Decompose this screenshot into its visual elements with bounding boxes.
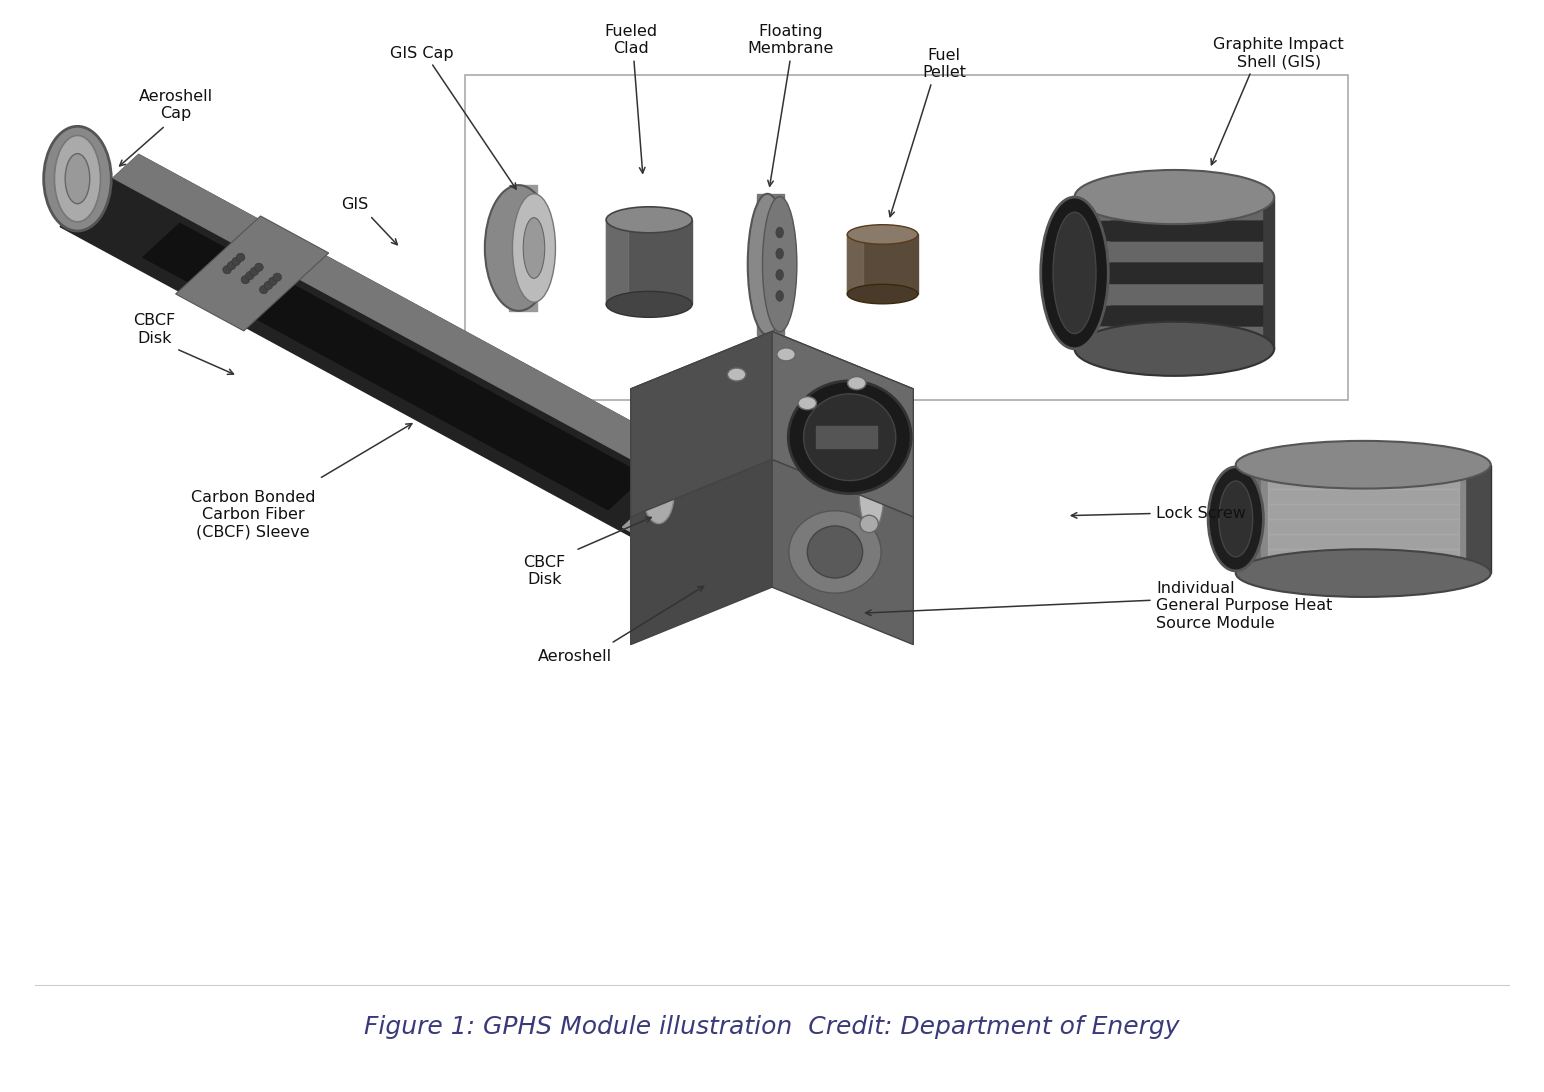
- Ellipse shape: [273, 273, 281, 282]
- Ellipse shape: [789, 381, 911, 494]
- Ellipse shape: [1218, 480, 1252, 557]
- Bar: [1087, 306, 1261, 325]
- Ellipse shape: [245, 272, 255, 280]
- Ellipse shape: [43, 127, 111, 232]
- Bar: [1087, 284, 1261, 304]
- Bar: [1087, 327, 1261, 346]
- Ellipse shape: [54, 135, 100, 222]
- Text: CBCF
Disk: CBCF Disk: [133, 313, 176, 345]
- Ellipse shape: [635, 452, 682, 536]
- Polygon shape: [815, 426, 877, 448]
- Bar: [510, 186, 537, 311]
- Bar: [1235, 465, 1285, 573]
- Ellipse shape: [222, 265, 232, 274]
- Text: Figure 1: GPHS Module illustration  Credit: Department of Energy: Figure 1: GPHS Module illustration Credi…: [364, 1016, 1180, 1040]
- Bar: [1268, 519, 1459, 534]
- Ellipse shape: [255, 263, 262, 272]
- Ellipse shape: [1053, 212, 1096, 333]
- Ellipse shape: [848, 284, 917, 304]
- Ellipse shape: [851, 438, 892, 550]
- Text: GIS Cap: GIS Cap: [391, 46, 454, 60]
- Ellipse shape: [236, 253, 245, 261]
- Bar: [607, 219, 628, 305]
- Ellipse shape: [607, 206, 692, 233]
- Ellipse shape: [803, 394, 896, 480]
- Ellipse shape: [250, 268, 259, 275]
- Bar: [757, 193, 784, 334]
- Text: Aeroshell
Cap: Aeroshell Cap: [139, 88, 213, 121]
- Polygon shape: [630, 332, 914, 447]
- Ellipse shape: [858, 458, 883, 531]
- Bar: [1268, 488, 1459, 503]
- Text: Fuel
Pellet: Fuel Pellet: [922, 48, 967, 80]
- Ellipse shape: [775, 290, 783, 301]
- Polygon shape: [630, 460, 772, 644]
- Ellipse shape: [644, 464, 675, 523]
- Polygon shape: [176, 216, 329, 331]
- Bar: [1087, 200, 1261, 219]
- Text: Lock Screw: Lock Screw: [1156, 506, 1246, 521]
- Text: Aeroshell: Aeroshell: [539, 649, 613, 664]
- Ellipse shape: [523, 217, 545, 278]
- Ellipse shape: [727, 368, 746, 381]
- Ellipse shape: [1235, 549, 1490, 597]
- Ellipse shape: [848, 377, 866, 390]
- Ellipse shape: [1041, 197, 1109, 348]
- Bar: [1087, 221, 1261, 240]
- Ellipse shape: [1075, 322, 1274, 376]
- Ellipse shape: [808, 526, 863, 578]
- Text: Fueled
Clad: Fueled Clad: [604, 24, 658, 56]
- Polygon shape: [622, 461, 712, 536]
- Polygon shape: [144, 224, 645, 510]
- Text: CBCF
Disk: CBCF Disk: [523, 555, 565, 587]
- Bar: [1268, 549, 1459, 565]
- Ellipse shape: [789, 511, 882, 593]
- Polygon shape: [630, 460, 914, 574]
- Polygon shape: [772, 332, 914, 517]
- Bar: [1268, 474, 1459, 488]
- Bar: [1087, 263, 1261, 283]
- Polygon shape: [113, 154, 750, 510]
- Ellipse shape: [763, 197, 797, 332]
- Bar: [1075, 197, 1110, 348]
- Bar: [1087, 242, 1261, 261]
- Ellipse shape: [513, 193, 556, 302]
- Ellipse shape: [775, 270, 783, 281]
- Ellipse shape: [264, 282, 273, 289]
- Ellipse shape: [777, 348, 795, 361]
- Ellipse shape: [775, 227, 783, 238]
- Text: Individual
General Purpose Heat
Source Module: Individual General Purpose Heat Source M…: [1156, 581, 1332, 630]
- Ellipse shape: [1207, 467, 1263, 571]
- Bar: [1261, 474, 1465, 565]
- Ellipse shape: [227, 261, 236, 270]
- Ellipse shape: [1235, 441, 1490, 488]
- Bar: [1268, 534, 1459, 549]
- Ellipse shape: [65, 154, 90, 204]
- Ellipse shape: [747, 193, 787, 334]
- Text: Graphite Impact
Shell (GIS): Graphite Impact Shell (GIS): [1214, 37, 1345, 69]
- Bar: [607, 219, 692, 305]
- Bar: [1075, 197, 1274, 348]
- Text: Floating
Membrane: Floating Membrane: [747, 24, 834, 56]
- Bar: [848, 235, 863, 294]
- Ellipse shape: [259, 285, 269, 294]
- Text: Carbon Bonded
Carbon Fiber
(CBCF) Sleeve: Carbon Bonded Carbon Fiber (CBCF) Sleeve: [191, 489, 315, 539]
- Polygon shape: [1235, 465, 1490, 573]
- Ellipse shape: [798, 396, 817, 410]
- Ellipse shape: [848, 225, 917, 245]
- Ellipse shape: [860, 515, 879, 533]
- Ellipse shape: [485, 186, 553, 311]
- Ellipse shape: [775, 248, 783, 259]
- Ellipse shape: [269, 277, 276, 285]
- Bar: [848, 235, 917, 294]
- Polygon shape: [60, 154, 750, 558]
- Ellipse shape: [232, 258, 241, 265]
- Bar: [1268, 503, 1459, 519]
- Ellipse shape: [607, 292, 692, 318]
- Ellipse shape: [241, 275, 250, 284]
- Text: GIS: GIS: [341, 198, 367, 212]
- Ellipse shape: [1075, 170, 1274, 224]
- Polygon shape: [630, 332, 772, 517]
- Polygon shape: [772, 460, 914, 644]
